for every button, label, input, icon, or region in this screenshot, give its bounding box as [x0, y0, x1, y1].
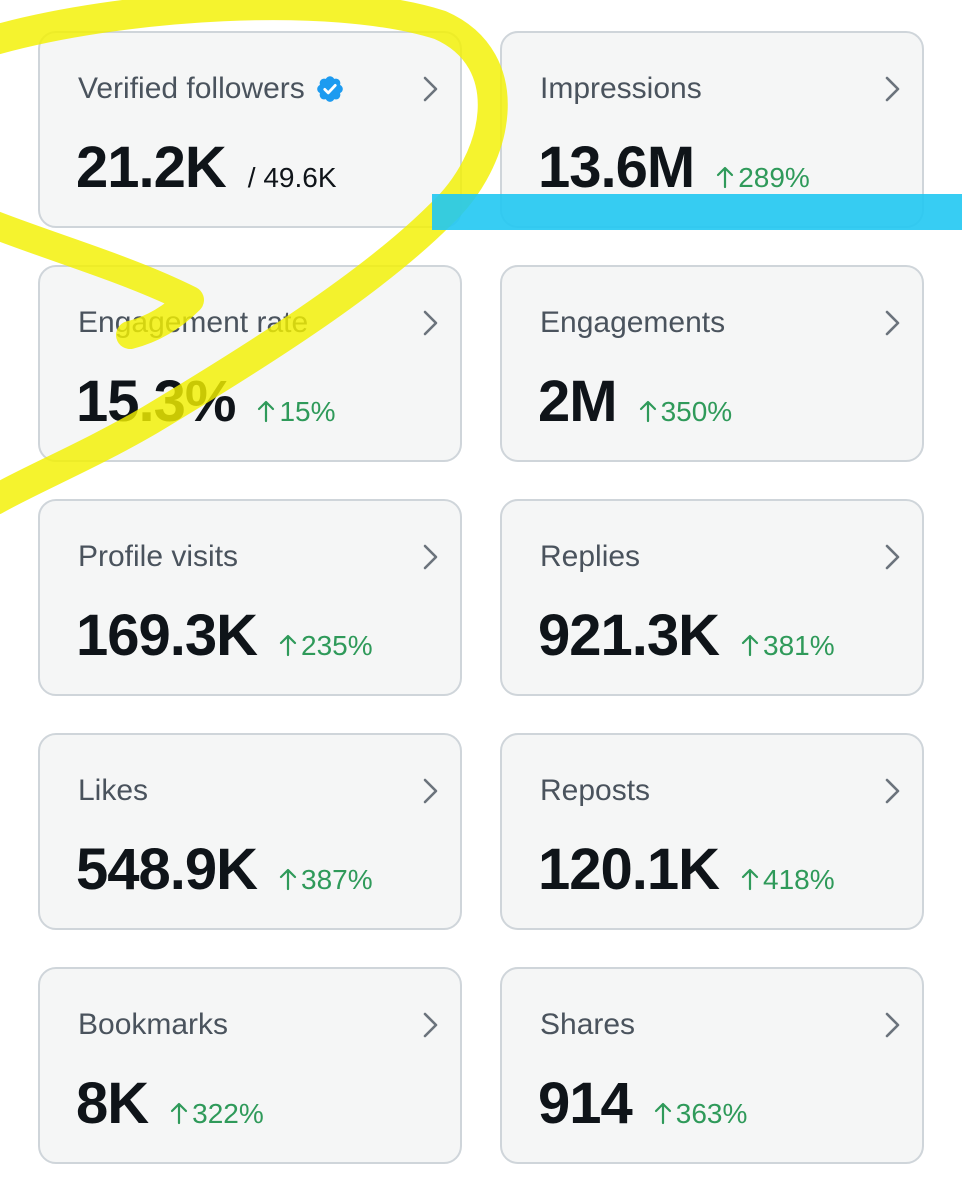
card-title: Impressions	[540, 71, 702, 107]
metric-delta: 381%	[741, 630, 835, 662]
chevron-right-icon[interactable]	[420, 543, 442, 571]
card-title: Bookmarks	[78, 1007, 228, 1043]
card-bookmarks[interactable]: Bookmarks 8K 322%	[38, 967, 462, 1164]
card-title-label: Profile visits	[78, 540, 239, 573]
metric-delta-value: 363%	[675, 1098, 748, 1129]
metric-value: 914	[538, 1071, 633, 1136]
metric-delta-value: 15%	[279, 396, 336, 427]
card-title: Reposts	[540, 773, 650, 809]
card-title: Shares	[540, 1007, 635, 1043]
metric-row: 914 363%	[538, 1071, 747, 1137]
card-title: Engagement rate	[78, 305, 308, 341]
card-title: Engagements	[540, 305, 725, 341]
metric-delta-value: 322%	[192, 1098, 264, 1129]
metric-delta: 387%	[279, 864, 373, 896]
metric-delta-value: 381%	[763, 630, 835, 661]
metric-delta: 289%	[716, 162, 810, 194]
metric-delta: 350%	[639, 396, 733, 428]
metric-delta-value: 235%	[301, 630, 373, 661]
chevron-right-icon[interactable]	[420, 75, 442, 103]
card-engagements[interactable]: Engagements 2M 350%	[500, 265, 924, 462]
card-replies[interactable]: Replies 921.3K 381%	[500, 499, 924, 696]
metric-delta-value: 387%	[301, 864, 373, 895]
arrow-up-icon	[741, 868, 759, 891]
metric-row: 21.2K / 49.6K	[76, 135, 337, 201]
card-title: Likes	[78, 773, 148, 809]
chevron-right-icon[interactable]	[420, 1011, 442, 1039]
chevron-right-icon[interactable]	[420, 777, 442, 805]
metric-delta: 363%	[654, 1098, 748, 1130]
metric-row: 120.1K 418%	[538, 837, 835, 903]
card-title: Verified followers	[78, 71, 345, 107]
card-verified-followers[interactable]: Verified followers 21.2K / 49.6K	[38, 31, 462, 228]
chevron-right-icon[interactable]	[882, 309, 904, 337]
card-reposts[interactable]: Reposts 120.1K 418%	[500, 733, 924, 930]
card-title-label: Engagement rate	[78, 306, 309, 339]
card-impressions[interactable]: Impressions 13.6M 289%	[500, 31, 924, 228]
card-engagement-rate[interactable]: Engagement rate 15.3% 15%	[38, 265, 462, 462]
metric-row: 13.6M 289%	[538, 135, 810, 201]
analytics-grid: Verified followers 21.2K / 49.6K Impress…	[38, 31, 924, 1164]
metric-value: 921.3K	[538, 603, 720, 668]
chevron-right-icon[interactable]	[882, 1011, 904, 1039]
verified-badge-icon	[316, 76, 343, 102]
card-title-label: Likes	[78, 774, 149, 807]
metric-row: 921.3K 381%	[538, 603, 835, 669]
arrow-up-icon	[741, 634, 759, 657]
arrow-up-icon	[639, 400, 656, 423]
metric-value: 120.1K	[538, 837, 720, 902]
card-title-label: Bookmarks	[78, 1008, 229, 1041]
card-title-label: Engagements	[540, 306, 726, 339]
card-title-label: Impressions	[540, 72, 702, 105]
card-likes[interactable]: Likes 548.9K 387%	[38, 733, 462, 930]
metric-total: / 49.6K	[247, 162, 337, 193]
card-title-label: Replies	[540, 540, 641, 573]
metric-row: 15.3% 15%	[76, 369, 336, 435]
metric-value: 13.6M	[538, 135, 695, 200]
card-profile-visits[interactable]: Profile visits 169.3K 235%	[38, 499, 462, 696]
arrow-up-icon	[717, 166, 734, 189]
metric-delta-value: 418%	[763, 864, 835, 895]
metric-delta: 15%	[257, 396, 336, 428]
card-shares[interactable]: Shares 914 363%	[500, 967, 924, 1164]
metric-value: 8K	[76, 1071, 149, 1136]
metric-value: 169.3K	[76, 603, 258, 668]
card-title-label: Reposts	[540, 774, 651, 807]
chevron-right-icon[interactable]	[882, 777, 904, 805]
arrow-up-icon	[171, 1102, 188, 1125]
metric-delta: 418%	[741, 864, 835, 896]
card-title-label: Shares	[540, 1008, 636, 1041]
card-title: Replies	[540, 539, 640, 575]
metric-delta: 322%	[170, 1098, 264, 1130]
metric-delta-value: 289%	[738, 162, 810, 193]
metric-delta-value: 350%	[660, 396, 733, 427]
metric-row: 2M 350%	[538, 369, 732, 435]
metric-row: 8K 322%	[76, 1071, 264, 1137]
metric-row: 548.9K 387%	[76, 837, 373, 903]
metric-value: 21.2K	[76, 135, 227, 200]
arrow-up-icon	[258, 400, 275, 423]
metric-value: 548.9K	[76, 837, 258, 902]
chevron-right-icon[interactable]	[420, 309, 442, 337]
metric-value: 2M	[538, 369, 618, 434]
chevron-right-icon[interactable]	[882, 75, 904, 103]
arrow-up-icon	[654, 1102, 671, 1125]
card-title: Profile visits	[78, 539, 238, 575]
chevron-right-icon[interactable]	[882, 543, 904, 571]
card-title-label: Verified followers	[78, 72, 305, 105]
arrow-up-icon	[279, 868, 297, 891]
metric-row: 169.3K 235%	[76, 603, 373, 669]
arrow-up-icon	[279, 634, 297, 657]
metric-value: 15.3%	[76, 369, 236, 434]
metric-delta: 235%	[279, 630, 373, 662]
